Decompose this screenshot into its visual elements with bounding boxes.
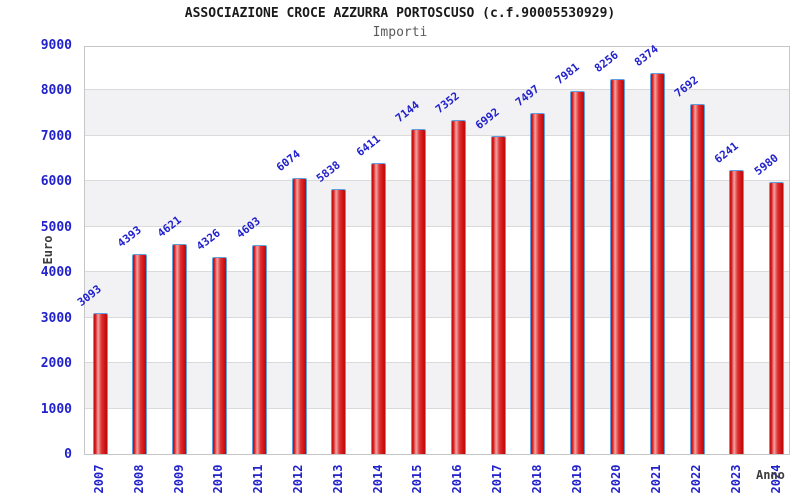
bar-2010 — [211, 257, 227, 454]
x-tick-label-2020: 2020 — [609, 464, 624, 494]
y-tick-label: 3000 — [40, 310, 72, 326]
y-tick-label: 2000 — [40, 356, 72, 372]
band-row — [85, 363, 789, 409]
bar-2023 — [729, 170, 745, 454]
bar-2018 — [530, 113, 546, 454]
bar-2021 — [649, 73, 665, 454]
bar-2011 — [251, 244, 267, 454]
band-row — [85, 90, 789, 136]
x-tick-label-2007: 2007 — [92, 464, 106, 494]
x-tick-label-2017: 2017 — [490, 464, 504, 494]
bar-value-label: 5980 — [751, 151, 781, 179]
x-axis-title: Anno — [756, 468, 785, 482]
bar-2017 — [490, 136, 506, 454]
y-axis-title: Euro — [41, 235, 55, 265]
bar-2012 — [291, 177, 307, 454]
bar-value-label: 7981 — [552, 60, 582, 88]
bar-value-label: 6241 — [711, 139, 741, 167]
y-tick-label: 8000 — [40, 83, 72, 99]
x-tick-label-2011: 2011 — [251, 464, 266, 494]
x-tick-label-2016: 2016 — [450, 464, 465, 494]
y-tick-label: 6000 — [40, 174, 72, 190]
bar-2014 — [371, 162, 387, 454]
gridline — [85, 316, 789, 318]
bar-2013 — [331, 188, 347, 454]
x-tick-label-2014: 2014 — [370, 464, 385, 494]
gridline — [85, 271, 789, 273]
bar-2022 — [689, 104, 705, 454]
bar-2007 — [92, 313, 108, 454]
x-tick-label-2023: 2023 — [728, 464, 743, 494]
bar-2016 — [450, 119, 466, 454]
bar-value-label: 4393 — [114, 223, 144, 251]
x-tick-label-2018: 2018 — [529, 464, 544, 494]
bar-2008 — [132, 254, 148, 454]
x-tick-label-2022: 2022 — [689, 464, 703, 494]
band-row — [85, 181, 789, 227]
bar-2020 — [609, 78, 625, 454]
y-tick-label: 5000 — [40, 219, 72, 235]
band-row — [85, 272, 789, 318]
bar-2015 — [410, 129, 426, 454]
y-tick-label: 0 — [64, 447, 72, 462]
x-tick-label-2019: 2019 — [569, 464, 584, 494]
bar-value-label: 4326 — [194, 226, 224, 254]
bar-value-label: 8374 — [632, 42, 662, 70]
gridline — [85, 407, 789, 409]
x-tick-label-2008: 2008 — [131, 464, 146, 494]
bar-2024 — [769, 182, 785, 454]
x-tick-label-2010: 2010 — [211, 464, 226, 494]
bar-2009 — [172, 244, 188, 454]
x-tick-label-2009: 2009 — [171, 464, 186, 494]
gridline — [85, 134, 789, 136]
y-tick-label: 7000 — [40, 128, 72, 144]
bar-value-label: 6411 — [353, 132, 383, 159]
gridline — [85, 362, 789, 364]
x-tick-label-2013: 2013 — [330, 464, 345, 494]
chart-title: ASSOCIAZIONE CROCE AZZURRA PORTOSCUSO (c… — [184, 6, 616, 21]
plot-area: 3093 4393 4621 4326 4603 6074 5838 6411 7144 7352… — [75, 42, 790, 455]
bar-value-label: 8256 — [592, 48, 622, 75]
gridline — [85, 180, 789, 182]
y-tick-label: 1000 — [40, 401, 72, 417]
gridline — [85, 225, 789, 227]
y-tick-label: 4000 — [40, 265, 72, 281]
x-tick-label-2021: 2021 — [649, 464, 664, 494]
x-tick-label-2015: 2015 — [410, 464, 425, 494]
gridline — [85, 89, 789, 91]
x-tick-label-2012: 2012 — [291, 464, 305, 494]
bar-value-label: 6074 — [273, 147, 303, 174]
y-tick-label: 9000 — [40, 38, 72, 53]
chart-subtitle: Importi — [372, 25, 428, 40]
bar-2019 — [570, 91, 586, 454]
